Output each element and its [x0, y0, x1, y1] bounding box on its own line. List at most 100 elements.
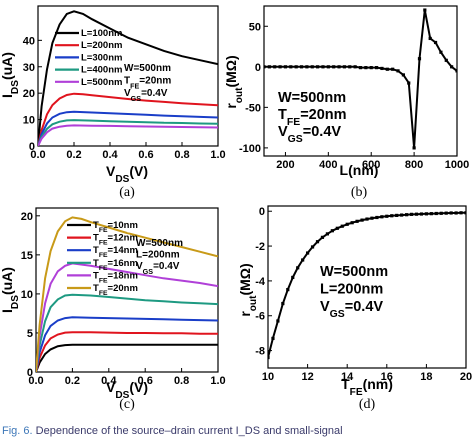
panel-label: (c) — [119, 397, 135, 412]
legend-entry: TFE=10nm — [93, 220, 138, 234]
data-point — [375, 215, 379, 220]
data-point — [320, 235, 325, 239]
data-point — [321, 65, 325, 69]
data-point — [424, 212, 428, 216]
data-point — [401, 73, 405, 77]
series-line-1 — [36, 331, 218, 372]
y-tick-label: 20 — [23, 88, 35, 100]
x-tick-label: 400 — [319, 159, 337, 171]
y-tick-label: 15 — [21, 250, 33, 262]
y-tick-label: 0 — [255, 62, 261, 74]
plot-frame — [35, 207, 219, 373]
legend-entry: L=100nm — [81, 28, 122, 39]
series-line-5 — [36, 216, 218, 372]
parameter-annotation: VGS=0.4V — [278, 124, 341, 145]
data-point — [325, 232, 329, 236]
x-tick-label: 800 — [405, 159, 423, 171]
legend-entry: L=200nm — [81, 40, 122, 51]
data-point — [450, 65, 454, 69]
data-point — [332, 65, 336, 69]
y-tick-label: 0 — [259, 206, 265, 218]
data-point — [294, 65, 298, 69]
data-point — [385, 67, 389, 71]
parameter-annotation: VGS=0.4V — [136, 261, 180, 276]
data-point — [264, 65, 266, 69]
x-tick-label: 10 — [262, 371, 274, 383]
data-point — [455, 69, 457, 73]
plot-frame — [267, 205, 467, 369]
data-point — [330, 229, 334, 233]
panel-label: (d) — [359, 397, 376, 412]
data-point — [299, 65, 304, 69]
parameter-annotation: L=200nm — [320, 282, 383, 298]
data-point — [276, 319, 280, 323]
series-line-4 — [36, 262, 218, 372]
plot-frame — [37, 5, 219, 147]
chart-panel-1: 200 400 600 800 1000 -100 -50 0 50 L(nm) rout(MΩ) (… — [223, 5, 469, 200]
data-point — [396, 69, 400, 73]
data-point — [310, 245, 315, 249]
y-tick-label: 10 — [23, 115, 35, 127]
caption-text: Dependence of the source–drain current I… — [35, 425, 343, 437]
data-point — [340, 224, 344, 228]
series-line-4 — [38, 124, 218, 146]
x-tick-label: 0.4 — [102, 149, 118, 161]
y-tick-label: -6 — [255, 311, 265, 323]
data-point — [464, 211, 466, 215]
series-line-2 — [36, 316, 218, 372]
parameter-annotation: L=200nm — [136, 250, 180, 261]
legend-entry: TFE=20nm — [93, 283, 138, 297]
y-tick-label: 0 — [27, 367, 33, 379]
y-tick-label: -8 — [255, 346, 265, 358]
parameter-annotation: W=500nm — [124, 63, 171, 74]
data-point — [391, 67, 395, 71]
data-point — [281, 301, 285, 306]
data-point — [439, 211, 443, 215]
data-point — [429, 212, 433, 216]
caption-fig-number: Fig. 6. — [2, 425, 33, 437]
data-point — [291, 275, 295, 280]
data-point — [278, 65, 282, 69]
y-tick-label: 40 — [23, 35, 35, 47]
panel-label: (a) — [119, 185, 135, 200]
data-point — [305, 65, 309, 69]
data-point — [423, 8, 427, 12]
x-tick-label: 0.2 — [66, 149, 81, 161]
data-point — [268, 355, 270, 360]
x-tick-label: 0.0 — [28, 375, 43, 387]
plot-frame — [263, 5, 458, 157]
x-tick-label: 0.0 — [30, 149, 45, 161]
data-point — [390, 214, 394, 218]
data-point — [459, 211, 463, 215]
chart-panel-3: 10 12 14 16 18 20 -8 -6 -4 -2 0 TFE(nm) rout(MΩ) (d) W… — [237, 205, 472, 412]
y-tick-label: -4 — [255, 276, 266, 288]
data-point — [358, 66, 363, 70]
data-point — [286, 288, 290, 292]
legend-entry: L=500nm — [81, 77, 122, 88]
x-tick-label: 0.4 — [101, 375, 117, 387]
y-tick-label: 20 — [21, 211, 33, 223]
y-tick-label: -50 — [245, 102, 261, 114]
x-tick-label: 12 — [301, 371, 313, 383]
data-point — [353, 65, 357, 69]
x-tick-label: 16 — [381, 371, 393, 383]
y-axis-label: rout(MΩ) — [223, 55, 245, 108]
parameter-annotation: VGS=0.4V — [320, 299, 383, 320]
y-tick-label: 30 — [23, 62, 35, 74]
data-point — [405, 213, 409, 217]
data-point — [271, 336, 275, 340]
data-point — [454, 211, 458, 215]
y-tick-label: 10 — [21, 289, 33, 301]
data-point — [283, 65, 288, 69]
panel-label: (b) — [351, 185, 368, 200]
data-point — [273, 65, 277, 69]
data-point — [289, 65, 293, 69]
data-point — [444, 58, 448, 62]
series-line-3 — [38, 119, 218, 146]
data-point — [417, 57, 422, 61]
data-point — [337, 65, 341, 69]
parameter-annotation: W=500nm — [320, 264, 388, 280]
data-point — [434, 211, 438, 216]
data-point — [326, 65, 330, 69]
